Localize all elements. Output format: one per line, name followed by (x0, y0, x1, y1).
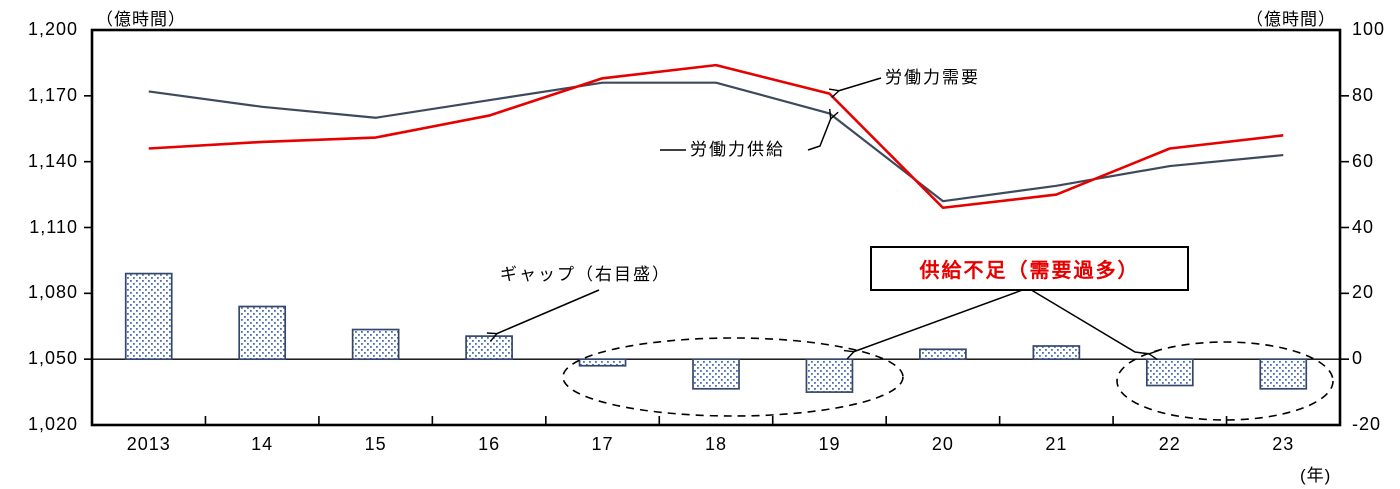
gap-bar-20 (919, 348, 967, 361)
shortage-ellipse-17-19 (562, 337, 904, 417)
x-axis-label-17: 17 (591, 434, 614, 454)
x-axis-label-2013: 2013 (126, 434, 171, 454)
right-axis-tick-label: 40 (1352, 216, 1375, 237)
supply-series-label: 労働力供給 (690, 140, 785, 159)
x-axis-label-19: 19 (818, 434, 841, 454)
shortage-arrow-right (1027, 287, 1150, 354)
x-axis-label-20: 20 (931, 434, 954, 454)
demand-series-label: 労働力需要 (885, 68, 980, 87)
gap-bar-19 (805, 358, 854, 393)
x-axis-label-21: 21 (1045, 434, 1068, 454)
demand-label-arrow (838, 77, 882, 91)
x-axis-label-23: 23 (1272, 434, 1295, 454)
left-axis-tick-label: 1,050 (27, 348, 78, 369)
right-axis-tick-label: 80 (1352, 84, 1375, 105)
left-axis-unit: （億時間） (96, 10, 186, 29)
left-axis-tick-label: 1,080 (27, 282, 78, 303)
right-axis-tick-label: 0 (1352, 348, 1364, 369)
gap-bar-17 (578, 358, 627, 367)
gap-bar-18 (692, 358, 740, 390)
gap-label-arrow (496, 289, 600, 334)
x-axis-unit: (年) (1300, 466, 1332, 485)
x-axis-label-15: 15 (364, 434, 387, 454)
left-axis-tick-label: 1,110 (29, 216, 78, 237)
right-axis-unit: （億時間） (1246, 10, 1336, 29)
supply-label-arrow (807, 118, 831, 151)
gap-series-label: ギャップ（右目盛） (500, 265, 671, 284)
gap-bar-21 (1032, 345, 1081, 361)
right-axis-tick-label: 20 (1352, 282, 1375, 303)
gap-bar-15 (351, 328, 400, 361)
demand-line (148, 63, 1284, 210)
x-axis-label-22: 22 (1158, 434, 1181, 454)
left-axis-tick-label: 1,200 (27, 19, 78, 39)
shortage-ellipse-22-23 (1116, 341, 1334, 421)
right-axis-tick-label: 60 (1352, 150, 1375, 171)
gap-bar-23 (1259, 358, 1308, 390)
gap-bar-2013 (124, 272, 173, 361)
left-axis-tick-label: 1,020 (27, 414, 78, 434)
x-axis-label-18: 18 (704, 434, 728, 454)
gap-bar-14 (238, 305, 287, 361)
x-axis-label-14: 14 (251, 434, 274, 454)
gap-bar-22 (1145, 358, 1194, 387)
left-axis-tick-label: 1,140 (27, 150, 78, 171)
gap-bar-16 (465, 335, 513, 361)
supply-shortage-label: 供給不足（需要過多） (919, 260, 1140, 282)
shortage-arrow-left (853, 287, 1029, 352)
supply-shortage-callout-box: 供給不足（需要過多） (870, 246, 1189, 291)
x-axis-label-16: 16 (478, 434, 501, 454)
right-axis-tick-label: 100 (1352, 19, 1386, 39)
left-axis-tick-label: 1,170 (27, 84, 78, 105)
right-axis-tick-label: -20 (1352, 414, 1382, 434)
